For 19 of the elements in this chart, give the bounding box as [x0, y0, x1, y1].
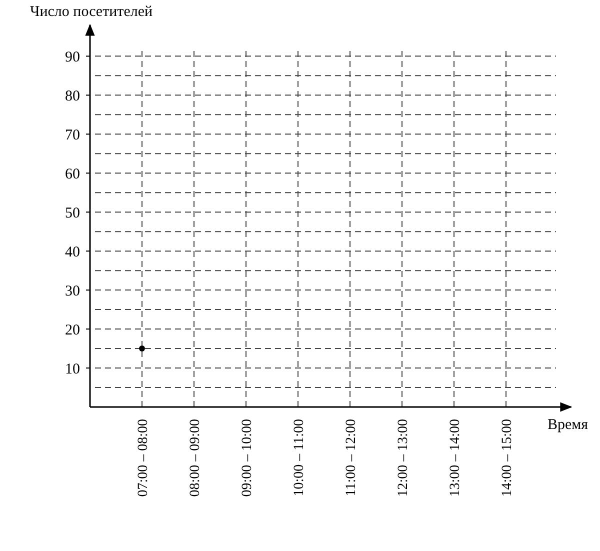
x-tick-label: 13:00 – 14:00: [448, 419, 463, 497]
y-tick-label: 80: [65, 88, 80, 104]
y-tick-label: 50: [65, 205, 80, 222]
y-tick-label: 90: [65, 49, 80, 66]
x-tick-label: 09:00 – 10:00: [240, 419, 255, 497]
x-tick-label: 07:00 – 08:00: [136, 419, 151, 497]
y-tick-label: 10: [65, 361, 80, 378]
x-tick-label: 10:00 – 11:00: [292, 419, 307, 496]
x-tick-label: 08:00 – 09:00: [188, 419, 203, 497]
x-tick-label: 14:00 – 15:00: [500, 419, 515, 497]
y-tick-label: 60: [65, 166, 80, 182]
y-tick-label: 20: [65, 322, 80, 338]
x-tick-label: 11:00 – 12:00: [344, 419, 359, 496]
y-tick-label: 30: [65, 283, 80, 300]
y-axis-title: Число посетителей: [30, 4, 153, 20]
x-tick-label: 12:00 – 13:00: [396, 419, 411, 497]
y-tick-label: 70: [65, 127, 80, 144]
y-tick-label: 40: [65, 244, 80, 260]
x-axis-title: Время: [547, 417, 588, 433]
